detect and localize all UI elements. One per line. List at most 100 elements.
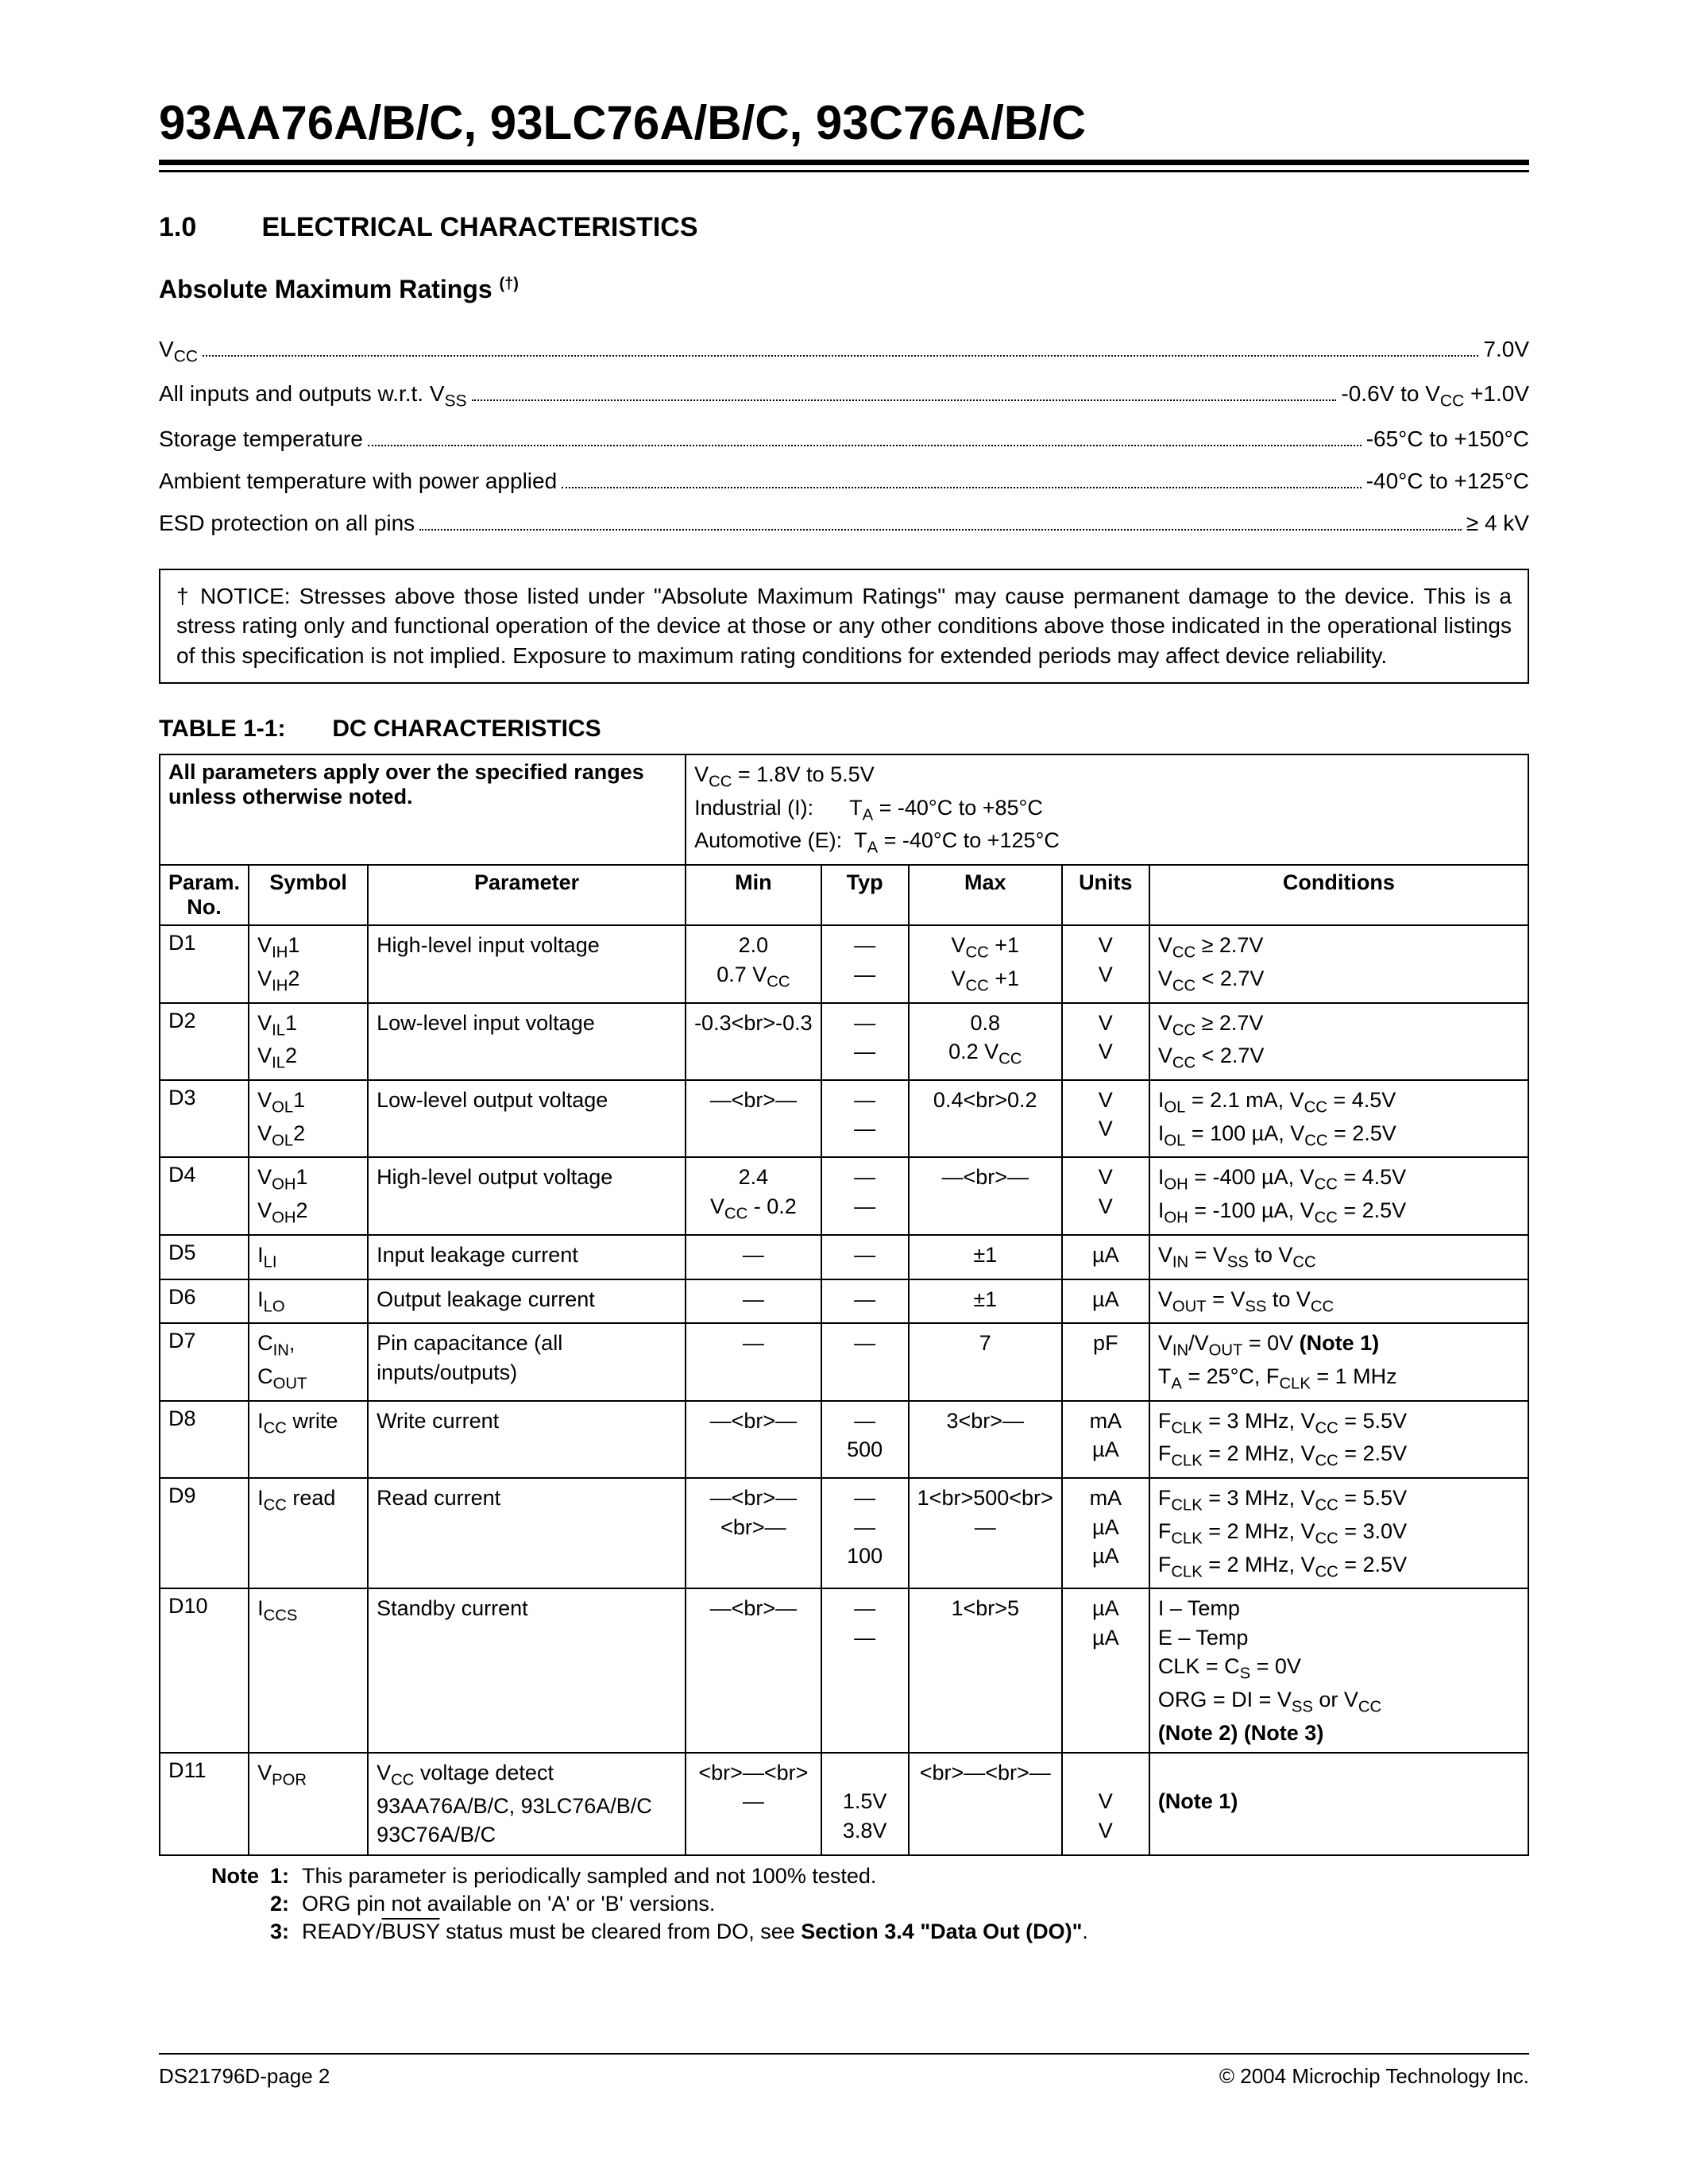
table-row: D10ICCSStandby current—<br>———1<br>5µAµA… — [160, 1588, 1528, 1753]
note-row: 2:ORG pin not available on 'A' or 'B' ve… — [159, 1892, 1529, 1916]
table-cell: ILO — [249, 1279, 368, 1324]
table-cell: VV — [1062, 1003, 1149, 1080]
table-cell: D7 — [160, 1323, 249, 1400]
table-cell: ICC write — [249, 1401, 368, 1478]
table-cell: D4 — [160, 1157, 249, 1234]
table-cell: VOL1VOL2 — [249, 1080, 368, 1157]
table-cell: VV — [1062, 925, 1149, 1002]
table-cell: µA — [1062, 1279, 1149, 1324]
table-cell: ICC read — [249, 1478, 368, 1588]
table-cell: —<br>— — [686, 1588, 821, 1753]
table-cell: IOL = 2.1 mA, VCC = 4.5VIOL = 100 µA, VC… — [1149, 1080, 1528, 1157]
note-text: This parameter is periodically sampled a… — [302, 1864, 1529, 1889]
table-name: DC CHARACTERISTICS — [332, 716, 601, 742]
table-cell: VIN = VSS to VCC — [1149, 1235, 1528, 1279]
table-cell: 3<br>— — [909, 1401, 1062, 1478]
rating-value: ≥ 4 kV — [1466, 502, 1529, 544]
table-cell: VCC ≥ 2.7VVCC < 2.7V — [1149, 925, 1528, 1002]
table-header-right: VCC = 1.8V to 5.5VIndustrial (I): TA = -… — [686, 754, 1528, 865]
rating-label: All inputs and outputs w.r.t. VSS — [159, 372, 467, 417]
note-prefix — [159, 1920, 270, 1944]
table-cell: 2.00.7 VCC — [686, 925, 821, 1002]
table-cell: Standby current — [368, 1588, 686, 1753]
table-cell: ±1 — [909, 1235, 1062, 1279]
ratings-list: VCC7.0VAll inputs and outputs w.r.t. VSS… — [159, 328, 1529, 545]
table-row: D6ILOOutput leakage current——±1µAVOUT = … — [160, 1279, 1528, 1324]
table-cell: High-level input voltage — [368, 925, 686, 1002]
note-prefix — [159, 1892, 270, 1916]
table-cell: —<br>—<br>— — [686, 1478, 821, 1588]
table-cell: ±1 — [909, 1279, 1062, 1324]
section-name: ELECTRICAL CHARACTERISTICS — [261, 212, 697, 242]
table-cell: 2.4VCC - 0.2 — [686, 1157, 821, 1234]
rating-value: 7.0V — [1483, 328, 1529, 370]
col-conditions: Conditions — [1149, 865, 1528, 925]
table-cell: —— — [821, 1080, 909, 1157]
table-cell: VIN/VOUT = 0V (Note 1)TA = 25°C, FCLK = … — [1149, 1323, 1528, 1400]
col-typ: Typ — [821, 865, 909, 925]
dagger-mark: (†) — [500, 275, 519, 292]
note-text: ORG pin not available on 'A' or 'B' vers… — [302, 1892, 1529, 1916]
col-param-no: Param. No. — [160, 865, 249, 925]
table-cell: VV — [1062, 1157, 1149, 1234]
note-number: 1: — [270, 1864, 302, 1889]
rating-dots — [472, 379, 1337, 401]
table-cell: — — [686, 1235, 821, 1279]
table-cell: Pin capacitance (all inputs/outputs) — [368, 1323, 686, 1400]
table-cell: 7 — [909, 1323, 1062, 1400]
table-cell: Read current — [368, 1478, 686, 1588]
table-row: D1VIH1VIH2High-level input voltage2.00.7… — [160, 925, 1528, 1002]
table-cell: D6 — [160, 1279, 249, 1324]
table-cell: D1 — [160, 925, 249, 1002]
table-cell: ILI — [249, 1235, 368, 1279]
table-row: D9ICC readRead current—<br>—<br>———1001<… — [160, 1478, 1528, 1588]
rating-row: All inputs and outputs w.r.t. VSS-0.6V t… — [159, 372, 1529, 417]
table-cell: VIL1VIL2 — [249, 1003, 368, 1080]
table-cell: D8 — [160, 1401, 249, 1478]
table-cell: —— — [821, 1588, 909, 1753]
rating-row: VCC 7.0V — [159, 328, 1529, 372]
rating-label: Ambient temperature with power applied — [159, 460, 557, 502]
table-row: D4VOH1VOH2High-level output voltage2.4VC… — [160, 1157, 1528, 1234]
col-max: Max — [909, 865, 1062, 925]
table-cell: — — [821, 1279, 909, 1324]
table-cell: —— — [821, 1003, 909, 1080]
table-cell: µA — [1062, 1235, 1149, 1279]
table-cell: D2 — [160, 1003, 249, 1080]
rating-dots — [419, 508, 1462, 531]
table-row: D5ILIInput leakage current——±1µAVIN = VS… — [160, 1235, 1528, 1279]
table-cell: µAµA — [1062, 1588, 1149, 1753]
table-cell: Low-level input voltage — [368, 1003, 686, 1080]
table-cell: High-level output voltage — [368, 1157, 686, 1234]
table-row: D8ICC writeWrite current—<br>——5003<br>—… — [160, 1401, 1528, 1478]
table-cell: — — [686, 1323, 821, 1400]
table-cell: (Note 1) — [1149, 1753, 1528, 1855]
table-cell: — — [686, 1279, 821, 1324]
table-row: D2VIL1VIL2Low-level input voltage-0.3<br… — [160, 1003, 1528, 1080]
rating-dots — [203, 334, 1478, 357]
table-cell: VCC ≥ 2.7VVCC < 2.7V — [1149, 1003, 1528, 1080]
table-cell: CIN,COUT — [249, 1323, 368, 1400]
table-cell: pF — [1062, 1323, 1149, 1400]
footer-left: DS21796D-page 2 — [159, 2064, 330, 2089]
rating-value: -40°C to +125°C — [1366, 460, 1529, 502]
page-title: 93AA76A/B/C, 93LC76A/B/C, 93C76A/B/C — [159, 95, 1529, 150]
rating-row: Ambient temperature with power applied -4… — [159, 460, 1529, 502]
table-notes: Note1:This parameter is periodically sam… — [159, 1864, 1529, 1944]
rating-row: Storage temperature-65°C to +150°C — [159, 418, 1529, 460]
table-cell: D11 — [160, 1753, 249, 1855]
title-rule — [159, 160, 1529, 172]
rating-label: VCC — [159, 328, 198, 372]
table-cell: FCLK = 3 MHz, VCC = 5.5VFCLK = 2 MHz, VC… — [1149, 1401, 1528, 1478]
table-cell: D5 — [160, 1235, 249, 1279]
footer-right: © 2004 Microchip Technology Inc. — [1219, 2064, 1529, 2089]
table-cell: —<br>— — [686, 1080, 821, 1157]
table-cell: VOH1VOH2 — [249, 1157, 368, 1234]
table-cell: VCC +1VCC +1 — [909, 925, 1062, 1002]
table-cell: — — [821, 1323, 909, 1400]
table-cell: mAµAµA — [1062, 1478, 1149, 1588]
table-label: TABLE 1-1: — [159, 716, 326, 743]
table-cell: I – TempE – TempCLK = CS = 0VORG = DI = … — [1149, 1588, 1528, 1753]
note-text: READY/BUSY status must be cleared from D… — [302, 1920, 1529, 1944]
table-cell: <br>—<br>— — [909, 1753, 1062, 1855]
